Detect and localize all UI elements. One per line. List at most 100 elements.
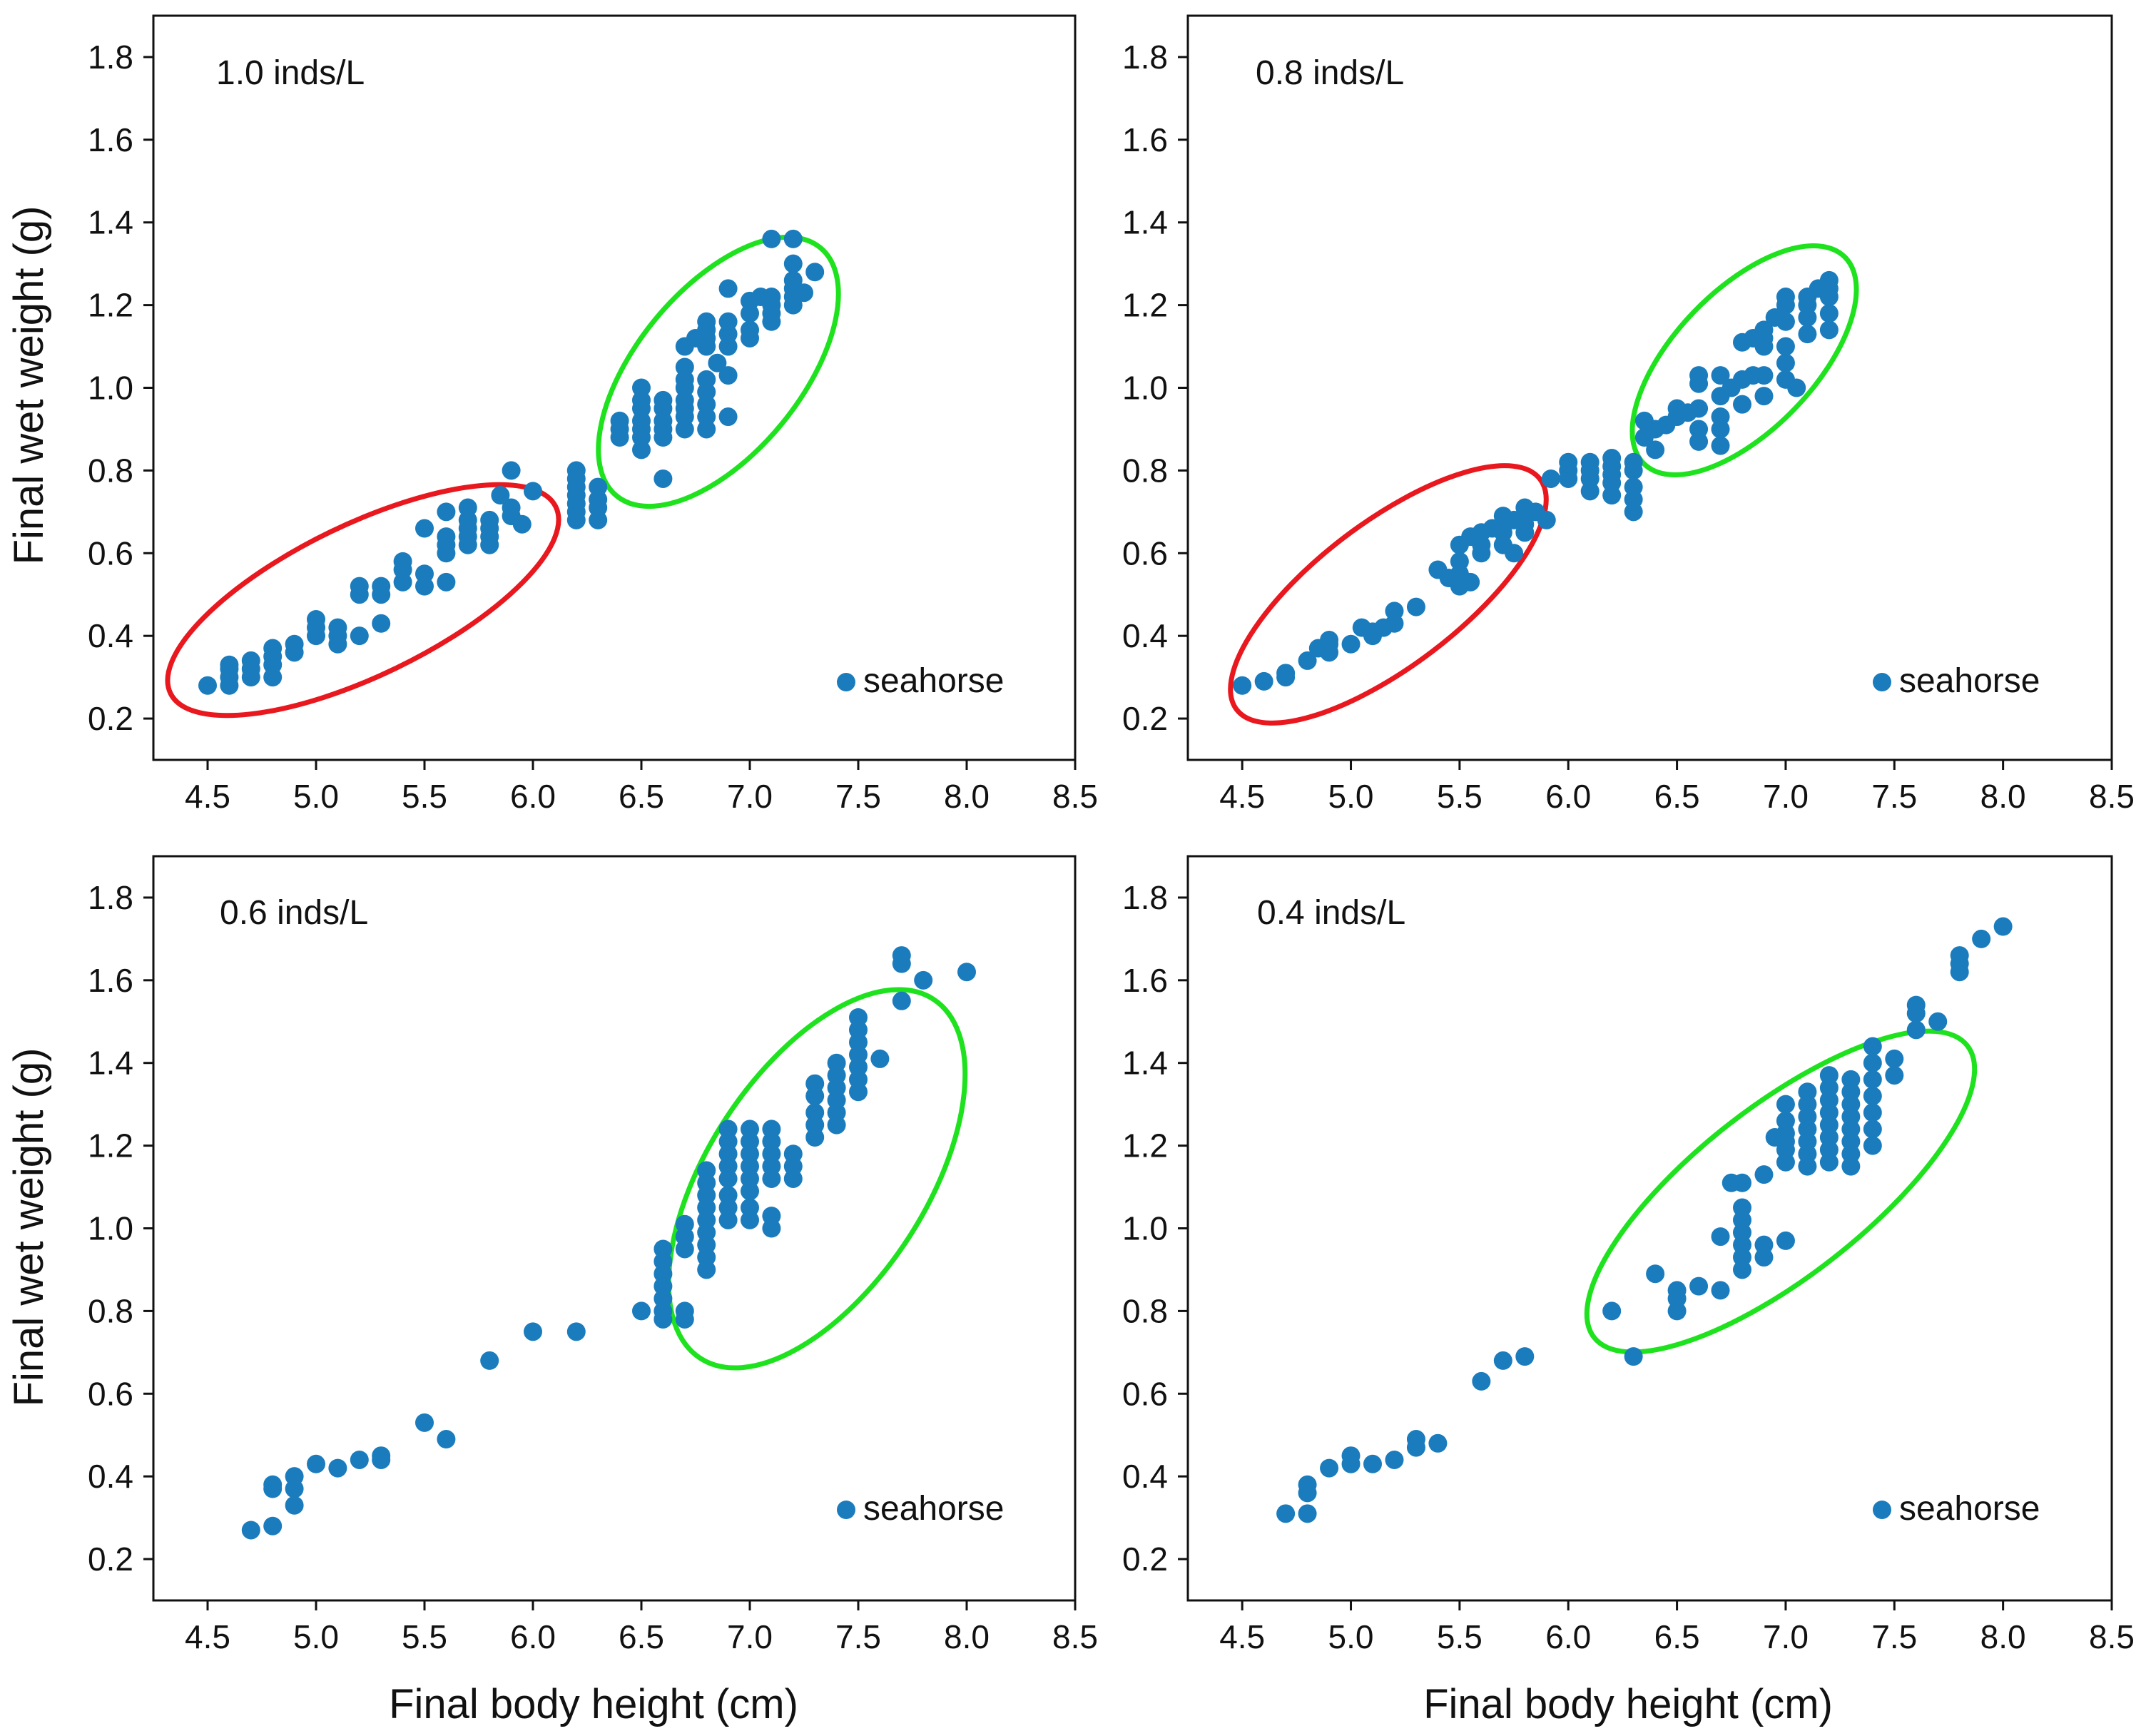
data-point [783,229,803,248]
data-point [1341,1446,1361,1466]
data-point [415,564,434,584]
data-point [849,1007,868,1027]
x-tick-label: 8.0 [1980,778,2026,815]
data-point [1624,452,1643,472]
data-point [1863,1103,1882,1122]
data-point [1320,1458,1339,1478]
y-tick-label: 1.4 [88,204,133,241]
data-point [263,1475,283,1494]
y-tick-label: 0.4 [1122,617,1168,654]
x-axis-title: Final body height (cm) [1423,1681,1833,1727]
data-point [393,552,412,571]
y-tick-label: 1.6 [88,121,133,158]
data-point [762,229,781,248]
y-tick-label: 1.6 [88,962,133,999]
data-point [1863,1070,1882,1089]
data-point [675,357,694,377]
legend-marker [1873,1501,1891,1519]
y-tick-label: 1.2 [88,1127,133,1164]
x-tick-label: 5.5 [1437,778,1483,815]
data-point [827,1053,846,1072]
data-point [1928,1012,1948,1031]
data-point [1667,1281,1687,1300]
data-point [1972,929,1991,948]
data-point [654,390,673,410]
data-point [1819,320,1839,340]
data-point [1406,1430,1425,1449]
y-tick-label: 1.6 [1122,121,1168,158]
data-point [762,1207,781,1226]
data-point [285,1496,304,1515]
data-point [610,411,629,430]
green-ellipse [666,987,968,1371]
data-point [1906,995,1926,1015]
data-point [1798,1082,1817,1102]
data-point [263,639,283,658]
data-point [697,370,716,389]
data-point [512,514,532,534]
data-point [1776,353,1795,372]
y-tick-label: 1.8 [88,39,133,76]
data-point [524,1322,542,1341]
data-point [480,1351,499,1370]
data-point [566,461,586,480]
x-tick-label: 5.5 [402,778,447,815]
data-point [1689,399,1709,418]
data-point [1798,325,1817,344]
y-tick-label: 1.0 [1122,1210,1168,1247]
data-point [1515,1347,1535,1366]
data-point [1602,1301,1622,1321]
data-point [1863,1037,1882,1056]
data-point [1472,1371,1491,1391]
y-axis-title: Final wet weight (g) [6,1048,52,1407]
scatter-panel-0.6: 4.5 5.0 5.5 6.0 6.5 7.0 7.5 8.0 8.5 0.2 0.4 0.6 0.8 1… [6,855,1098,1727]
data-point [762,288,781,307]
data-point [437,527,456,547]
data-point [328,618,347,637]
data-point [805,1103,825,1122]
y-tick-label: 0.8 [88,452,133,489]
x-tick-label: 5.0 [1328,1618,1374,1655]
data-point [1754,387,1774,406]
data-point [1863,1120,1882,1139]
y-tick-label: 0.2 [88,1540,133,1578]
data-point [1276,664,1296,683]
data-point [1624,1347,1643,1366]
data-point [1689,420,1709,439]
y-tick-label: 0.6 [1122,1375,1168,1412]
red-ellipse [1228,463,1549,726]
data-point [437,1430,456,1449]
data-point [1537,510,1556,529]
data-point [1406,597,1425,616]
data-point [524,482,542,501]
data-point [328,1458,347,1478]
data-point [1776,337,1795,356]
data-point [697,312,716,331]
axes: 4.5 5.0 5.5 6.0 6.5 7.0 7.5 8.0 8.5 0.2 0.4 0.6 0.8 1… [88,879,1098,1655]
y-tick-label: 1.0 [88,370,133,407]
y-tick-label: 1.0 [88,1210,133,1247]
data-point [285,1467,304,1486]
legend-label: seahorse [1899,662,2040,700]
data-point [437,502,456,522]
x-tick-label: 5.5 [402,1618,447,1655]
data-point [1559,452,1578,472]
data-point [1341,634,1361,654]
data-point [1298,651,1317,670]
scatter-panel-0.8: 4.5 5.0 5.5 6.0 6.5 7.0 7.5 8.0 8.5 0.2 0.4 0.6 0.8 1… [1122,14,2135,815]
data-point [1841,1070,1861,1089]
y-axis-title: Final wet weight (g) [6,206,52,565]
data-point [762,1120,781,1139]
data-points [1233,270,1839,695]
data-point [675,1301,694,1321]
data-point [1298,1475,1317,1494]
y-tick-label: 0.2 [1122,1540,1168,1578]
data-point [263,1516,283,1536]
data-point [437,572,456,592]
data-point [1689,1276,1709,1296]
data-point [805,1074,825,1093]
y-tick-label: 1.8 [1122,39,1168,76]
y-tick-label: 0.2 [1122,700,1168,737]
panel-label: 0.6 inds/L [220,894,368,932]
data-point [1950,946,1969,965]
